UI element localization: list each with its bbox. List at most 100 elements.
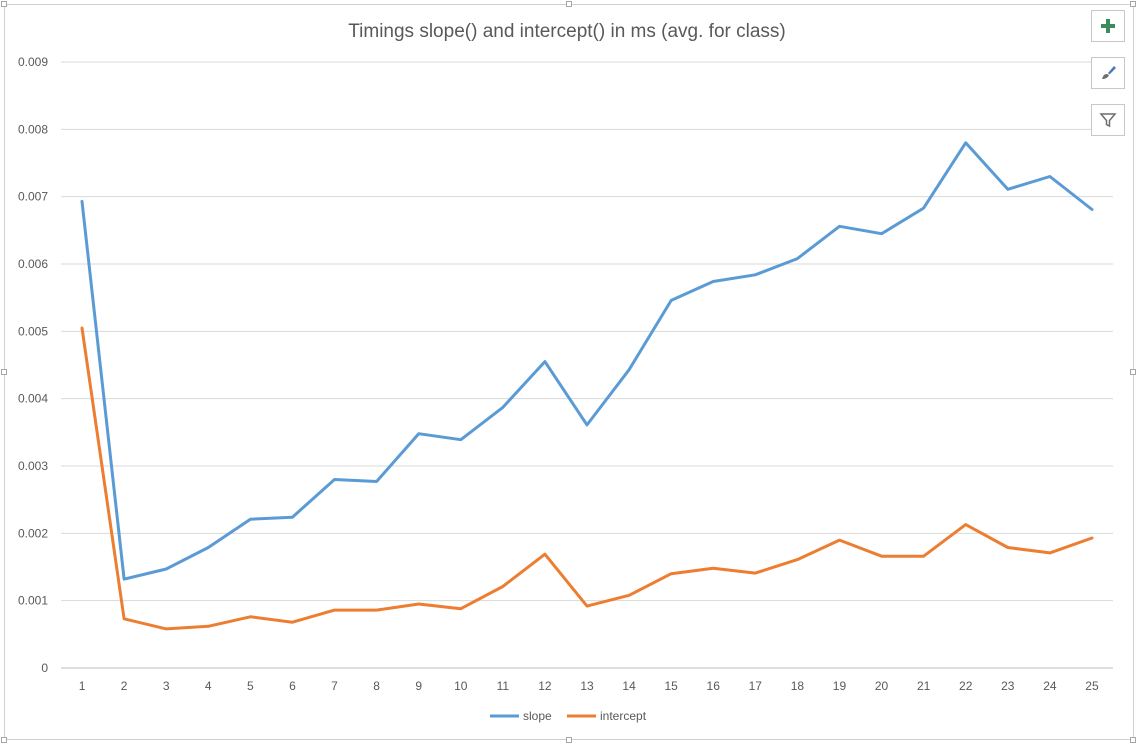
data-point-intercept [879,554,884,559]
resize-handle-top-left[interactable] [1,1,7,7]
x-tick-label: 5 [247,679,254,693]
data-point-slope [122,577,127,582]
y-axis-labels: 0 0.001 0.002 0.003 0.004 0.005 0.006 0.007 0.00… [18,55,48,675]
data-point-slope [585,422,590,427]
data-point-slope [458,437,463,442]
data-point-slope [669,298,674,303]
data-point-slope [542,359,547,364]
y-tick-label: 0.009 [18,55,48,69]
data-point-intercept [837,538,842,543]
x-tick-label: 9 [415,679,422,693]
data-point-intercept [1005,545,1010,550]
y-tick-label: 0.008 [18,122,48,136]
x-tick-label: 20 [875,679,889,693]
resize-handle-bottom[interactable] [566,737,572,743]
y-tick-label: 0.005 [18,324,48,338]
series-lines [80,140,1094,631]
data-point-intercept [416,602,421,607]
data-point-slope [416,431,421,436]
resize-handle-top[interactable] [566,1,572,7]
x-tick-label: 6 [289,679,296,693]
data-point-slope [837,224,842,229]
data-point-intercept [585,604,590,609]
y-tick-label: 0.006 [18,257,48,271]
x-tick-label: 1 [79,679,86,693]
data-point-slope [963,140,968,145]
x-tick-label: 8 [373,679,380,693]
data-point-intercept [753,571,758,576]
y-tick-label: 0.002 [18,526,48,540]
x-tick-label: 17 [749,679,763,693]
resize-handle-left[interactable] [1,369,7,375]
x-tick-label: 24 [1043,679,1057,693]
data-point-intercept [374,608,379,613]
x-tick-label: 2 [121,679,128,693]
data-point-intercept [290,620,295,625]
x-tick-label: 19 [833,679,847,693]
resize-handle-top-right[interactable] [1130,1,1136,7]
x-tick-label: 13 [580,679,594,693]
x-axis-labels: 1 2 3 4 5 6 7 8 9 10 11 12 13 14 15 16 17 18 19 20 21 22 23 24 2… [79,679,1099,693]
data-point-slope [879,231,884,236]
legend: slope intercept [490,709,647,723]
y-tick-label: 0.001 [18,594,48,608]
y-tick-label: 0.007 [18,190,48,204]
x-tick-label: 4 [205,679,212,693]
data-point-slope [80,199,85,204]
resize-handle-right[interactable] [1130,369,1136,375]
chart-filters-button[interactable] [1091,104,1125,136]
data-point-intercept [80,325,85,330]
x-tick-label: 25 [1085,679,1099,693]
plus-icon [1101,19,1115,33]
data-point-intercept [164,626,169,631]
data-point-intercept [122,616,127,621]
x-tick-label: 12 [538,679,552,693]
data-point-intercept [332,608,337,613]
chart-title: Timings slope() and intercept() in ms (a… [348,21,785,42]
y-tick-label: 0 [41,661,48,675]
data-point-intercept [1089,536,1094,541]
data-point-intercept [542,552,547,557]
data-point-intercept [921,554,926,559]
data-point-intercept [963,522,968,527]
chart-elements-button[interactable] [1091,10,1125,42]
paintbrush-icon [1102,66,1116,79]
data-point-slope [1047,174,1052,179]
data-point-intercept [711,566,716,571]
data-point-slope [795,256,800,261]
y-tick-label: 0.004 [18,392,48,406]
data-point-slope [711,279,716,284]
data-point-slope [1089,207,1094,212]
data-point-intercept [206,624,211,629]
x-tick-label: 16 [707,679,721,693]
data-point-slope [164,567,169,572]
x-tick-label: 11 [497,679,510,693]
chart-styles-button[interactable] [1091,57,1125,89]
legend-label-slope: slope [523,709,552,723]
gridlines [61,61,1113,669]
x-tick-label: 7 [331,679,338,693]
data-point-intercept [500,584,505,589]
resize-handle-bottom-right[interactable] [1130,737,1136,743]
series-line-intercept[interactable] [80,326,1094,631]
x-tick-label: 18 [791,679,805,693]
data-point-intercept [458,606,463,611]
x-tick-label: 22 [959,679,973,693]
data-point-intercept [669,571,674,576]
y-tick-label: 0.003 [18,459,48,473]
data-point-slope [374,479,379,484]
x-tick-label: 14 [622,679,636,693]
chart-area[interactable] [4,4,1134,740]
legend-label-intercept: intercept [600,709,647,723]
data-point-slope [206,545,211,550]
data-point-intercept [795,557,800,562]
x-tick-label: 3 [163,679,170,693]
data-point-slope [753,272,758,277]
data-point-slope [290,515,295,520]
series-line-slope[interactable] [80,141,1094,581]
data-point-slope [500,405,505,410]
x-tick-label: 23 [1001,679,1015,693]
resize-handle-bottom-left[interactable] [1,737,7,743]
funnel-icon [1099,113,1117,128]
